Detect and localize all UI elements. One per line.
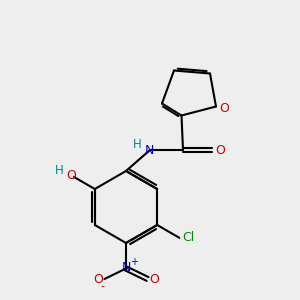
Text: -: - — [100, 281, 104, 292]
Text: N: N — [122, 261, 131, 274]
Text: N: N — [145, 143, 154, 157]
Text: O: O — [149, 273, 159, 286]
Text: H: H — [133, 138, 142, 151]
Text: H: H — [55, 164, 64, 177]
Text: Cl: Cl — [182, 231, 194, 244]
Text: O: O — [215, 143, 225, 157]
Text: O: O — [220, 101, 229, 115]
Text: O: O — [66, 169, 76, 182]
Text: +: + — [130, 257, 138, 267]
Text: O: O — [93, 273, 103, 286]
